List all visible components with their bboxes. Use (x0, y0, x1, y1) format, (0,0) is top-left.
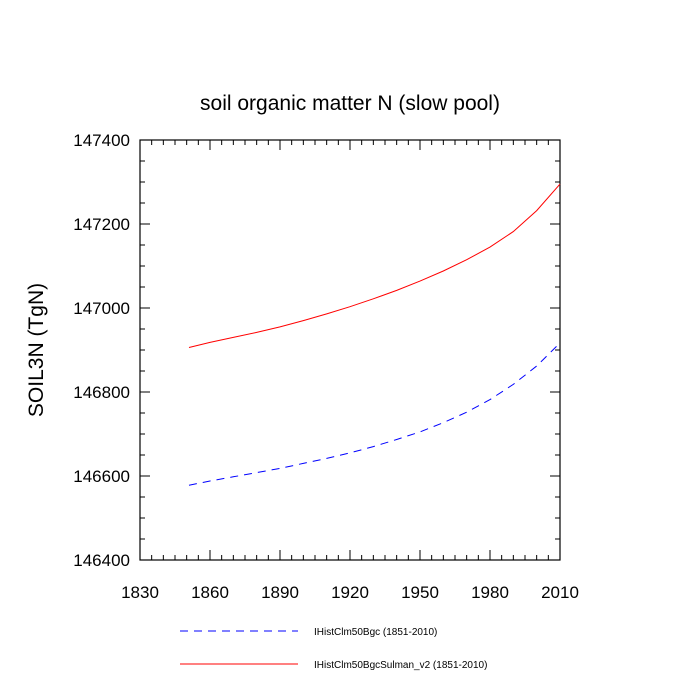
y-tick-label: 146400 (73, 551, 130, 570)
y-tick-label: 146600 (73, 467, 130, 486)
legend: IHistClm50Bgc (1851-2010) IHistClm50BgcSu… (180, 627, 487, 671)
series-line-2 (188, 183, 561, 348)
series-line-1 (188, 342, 561, 486)
plot-area: 1830 1860 1890 1920 1950 1980 2010 146400 146600… (73, 131, 579, 602)
chart-title: soil organic matter N (slow pool) (200, 92, 500, 115)
y-tick-label: 146800 (73, 383, 130, 402)
x-tick-label: 1860 (191, 583, 229, 602)
legend-label-1: IHistClm50Bgc (1851-2010) (314, 627, 437, 638)
x-tick-label: 1830 (121, 583, 159, 602)
x-tick-label: 1950 (401, 583, 439, 602)
y-axis-label: SOIL3N (TgN) (25, 283, 48, 417)
y-tick-label: 147200 (73, 215, 130, 234)
plot-frame (139, 139, 561, 561)
y-tick-label: 147000 (73, 299, 130, 318)
x-tick-label: 2010 (541, 583, 579, 602)
legend-label-2: IHistClm50BgcSulman_v2 (1851-2010) (314, 660, 487, 671)
x-tick-label: 1980 (471, 583, 509, 602)
y-tick-label: 147400 (73, 131, 130, 150)
x-tick-label: 1890 (261, 583, 299, 602)
x-tick-label: 1920 (331, 583, 369, 602)
